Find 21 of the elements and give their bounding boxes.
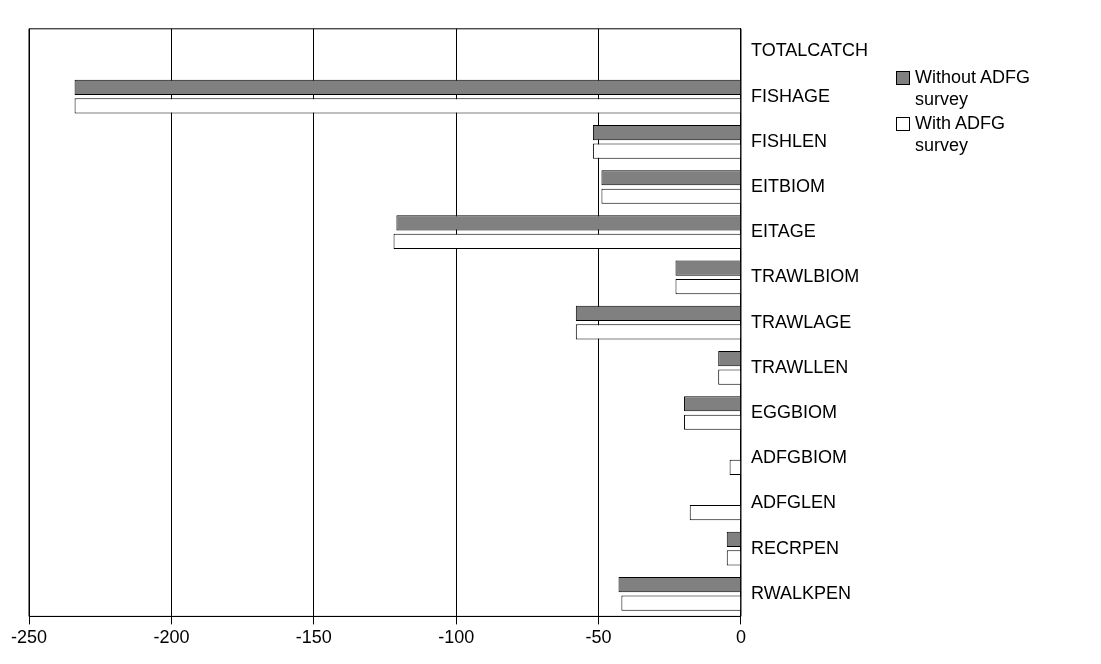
y-tick-label: TRAWLLEN	[750, 356, 849, 377]
x-tick-label: 0	[735, 627, 746, 648]
y-tick-label: TRAWLBIOM	[750, 266, 860, 287]
x-tick-label: -200	[153, 627, 190, 648]
y-tick-label: EITBIOM	[750, 175, 826, 196]
y-tick-label: ADFGLEN	[750, 492, 837, 513]
legend-label: Without ADFG survey	[915, 66, 1032, 110]
y-tick-label: ADFGBIOM	[750, 447, 848, 468]
x-tick-label: -100	[438, 627, 475, 648]
x-tick-label: -250	[11, 627, 48, 648]
x-tick-label: -50	[585, 627, 612, 648]
y-tick-label: RECRPEN	[750, 537, 840, 558]
x-tick-label: -150	[295, 627, 332, 648]
y-tick-label: EGGBIOM	[750, 401, 838, 422]
y-tick-label: FISHAGE	[750, 85, 831, 106]
y-tick-label: RWALKPEN	[750, 582, 852, 603]
y-tick-label: FISHLEN	[750, 130, 828, 151]
text: With ADFG survey	[915, 112, 1006, 156]
y-tick-label: TOTALCATCH	[750, 40, 869, 61]
y-tick-label: EITAGE	[750, 221, 816, 242]
y-tick-label: TRAWLAGE	[750, 311, 852, 332]
